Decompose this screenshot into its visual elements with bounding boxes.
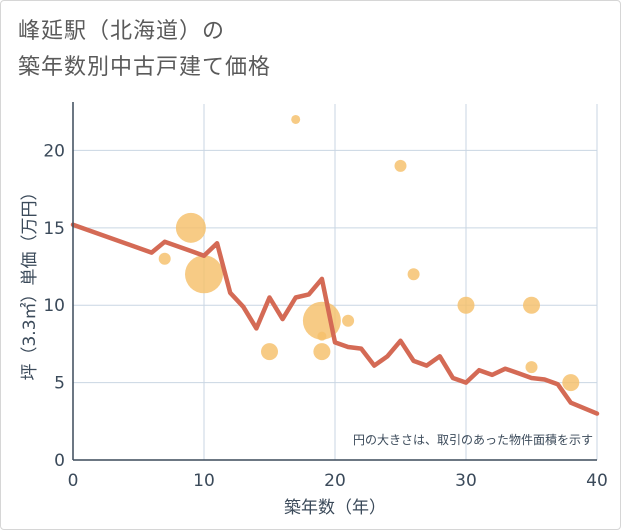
scatter-chart: 0 10 20 30 40 0 5 10 15 20 築年数（年） 坪（3.3㎡）単価（万円） 円の大き…	[0, 0, 621, 530]
x-tick-label: 30	[455, 471, 477, 491]
bubble-size-note: 円の大きさは、取引のあった物件面積を示す	[353, 432, 593, 447]
scatter-point	[176, 213, 206, 243]
x-tick-label: 20	[324, 471, 346, 491]
scatter-point	[159, 253, 171, 265]
y-tick-label: 20	[43, 141, 65, 161]
scatter-point	[342, 315, 354, 327]
y-tick-label: 0	[54, 451, 65, 471]
scatter-point	[408, 268, 420, 280]
scatter-point	[523, 297, 540, 314]
scatter-point	[562, 374, 579, 391]
scatter-point	[317, 332, 326, 341]
scatter-point	[526, 361, 538, 373]
scatter-point	[458, 297, 475, 314]
y-tick-label: 15	[43, 219, 65, 239]
x-tick-label: 10	[193, 471, 215, 491]
scatter-point	[395, 160, 407, 172]
y-tick-label: 5	[54, 374, 65, 394]
grid-lines	[73, 104, 597, 460]
scatter-point	[185, 255, 223, 293]
y-tick-label: 10	[43, 296, 65, 316]
scatter-point	[261, 343, 278, 360]
x-axis-title: 築年数（年）	[284, 498, 386, 518]
x-tick-label: 0	[68, 471, 79, 491]
y-axis-title: 坪（3.3㎡）単価（万円）	[20, 183, 40, 380]
x-tick-label: 40	[586, 471, 608, 491]
scatter-point	[291, 115, 300, 124]
scatter-point	[313, 343, 330, 360]
